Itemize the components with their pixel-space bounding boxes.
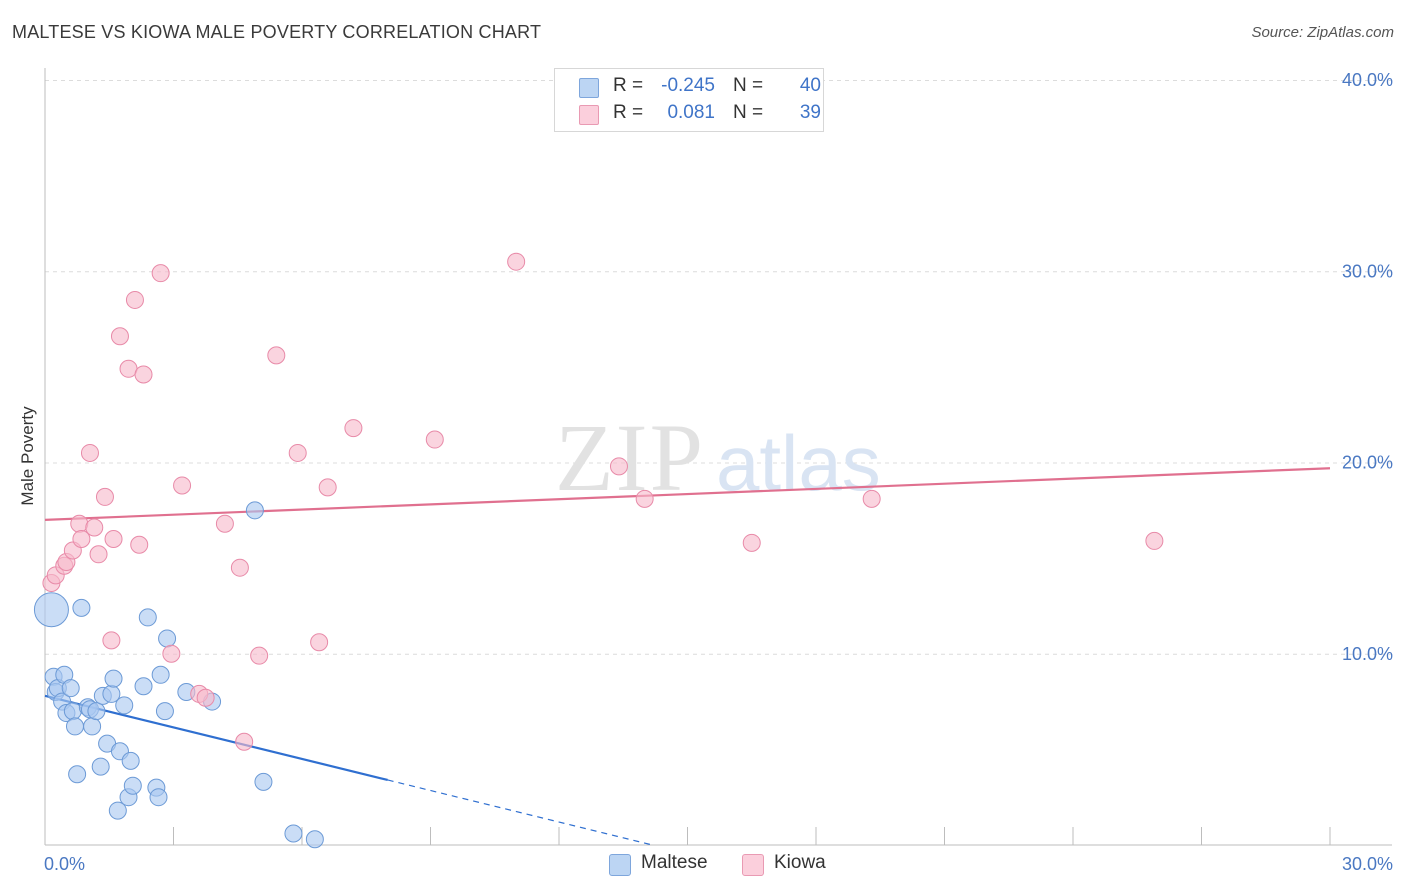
kiowa-point [95,487,114,506]
axes [44,68,1392,846]
kiowa-point [742,533,761,552]
watermark: ZIP atlas [555,404,881,511]
maltese-point [91,757,110,776]
kiowa-point [344,419,363,438]
maltese-point [65,717,84,736]
maltese-point [87,702,106,721]
kiowa-point [173,476,192,495]
data-points [33,252,1164,849]
maltese-point [123,776,142,795]
kiowa-point [85,518,104,537]
kiowa-point [104,530,123,548]
kiowa-point [267,346,286,365]
trend-lines [44,467,1331,846]
chart-title: MALTESE VS KIOWA MALE POVERTY CORRELATIO… [12,22,542,42]
maltese-point [33,592,69,628]
kiowa-point [425,430,444,449]
kiowa-point [1145,531,1164,550]
tick-labels: 10.0% 20.0% 30.0% 40.0% 0.0% 30.0% [44,70,1393,874]
maltese-point [305,830,324,849]
maltese-point [245,501,264,520]
maltese-n-value: 40 [799,75,821,96]
maltese-point [68,765,87,784]
kiowa-point [215,514,234,533]
maltese-point [149,788,168,807]
maltese-point [83,717,102,736]
bottom-maltese-label: Maltese [641,852,708,873]
kiowa-point [134,365,153,384]
kiowa-swatch [579,105,599,125]
y-tick-label: 10.0% [1342,644,1393,664]
y-tick-label: 40.0% [1342,70,1393,90]
kiowa-point [196,688,215,707]
kiowa-point [130,535,149,554]
kiowa-point [507,252,526,271]
kiowa-point [862,489,881,508]
maltese-point [121,751,140,770]
kiowa-point [235,732,254,751]
y-tick-label: 20.0% [1342,453,1393,473]
source-label: Source: ZipAtlas.com [1251,24,1394,41]
kiowa-r-label: R = [613,102,644,123]
x-tick-label-min: 0.0% [44,854,85,874]
kiowa-point [80,443,99,462]
kiowa-point [110,327,129,346]
maltese-point [151,665,170,684]
maltese-n-label: N = [733,75,764,96]
maltese-point [284,824,303,843]
x-tick-label-max: 30.0% [1342,854,1393,874]
kiowa-point [89,545,108,564]
maltese-point [63,702,82,721]
kiowa-point [230,558,249,577]
kiowa-point [70,514,89,533]
kiowa-point [288,443,307,462]
maltese-point [104,669,123,688]
maltese-swatch [579,78,599,98]
watermark-zip: ZIP [555,404,705,511]
maltese-point [254,772,273,791]
kiowa-r-value: 0.081 [667,102,715,123]
y-axis-label: Male Poverty [18,406,37,506]
maltese-point [134,677,153,696]
maltese-point [155,702,174,721]
kiowa-point [72,530,91,548]
kiowa-point [119,359,138,378]
maltese-r-label: R = [613,75,644,96]
kiowa-point [318,478,337,497]
kiowa-point [635,489,654,508]
bottom-kiowa-swatch [742,854,764,876]
maltese-point [115,696,134,715]
kiowa-n-value: 39 [799,102,821,123]
trend-extension-maltese [387,779,654,846]
stats-legend: R = -0.245 N = 40 R = 0.081 N = 39 [554,68,824,132]
bottom-maltese-swatch [609,854,631,876]
kiowa-point [162,644,181,663]
maltese-point [138,608,157,627]
kiowa-n-label: N = [733,102,764,123]
maltese-point [158,629,177,648]
bottom-kiowa-label: Kiowa [774,852,826,873]
maltese-point [72,598,91,617]
maltese-point [61,679,80,698]
kiowa-point [102,631,121,650]
kiowa-point [609,457,628,476]
kiowa-point [125,290,144,309]
kiowa-point [151,264,170,283]
kiowa-point [310,633,329,652]
watermark-atlas: atlas [716,419,881,507]
gridlines [45,80,1392,655]
y-tick-label: 30.0% [1342,261,1393,281]
maltese-r-value: -0.245 [661,75,715,96]
kiowa-point [250,646,269,665]
maltese-point [108,801,127,820]
